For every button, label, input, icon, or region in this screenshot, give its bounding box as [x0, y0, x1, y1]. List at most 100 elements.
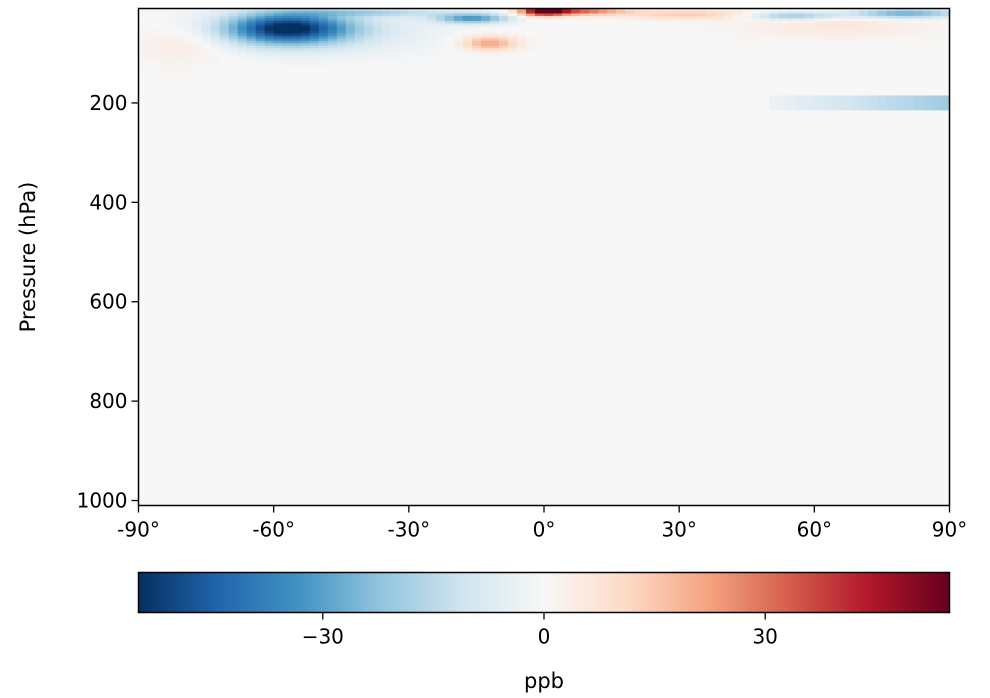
heatmap-cell — [652, 10, 662, 15]
heatmap-cell — [760, 45, 770, 49]
heatmap-cell — [489, 25, 500, 29]
heatmap-cell — [931, 120, 942, 124]
heatmap-cell — [760, 28, 770, 32]
heatmap-cell — [363, 177, 374, 191]
heatmap-cell — [553, 100, 563, 104]
heatmap-cell — [589, 127, 599, 141]
heatmap-cell — [931, 88, 942, 92]
heatmap-cell — [480, 120, 491, 124]
heatmap-cell — [841, 63, 851, 67]
heatmap-cell — [760, 97, 770, 102]
heatmap-cell — [895, 60, 906, 64]
heatmap-cell — [354, 50, 365, 54]
heatmap-cell — [453, 43, 464, 47]
heatmap-cell — [363, 65, 374, 69]
heatmap-cell — [940, 100, 951, 104]
heatmap-cell — [354, 13, 365, 17]
heatmap-cell — [661, 177, 671, 191]
heatmap-cell — [345, 73, 356, 77]
heatmap-cell — [318, 40, 329, 44]
heatmap-cell — [553, 140, 563, 154]
heatmap-cell — [147, 50, 158, 54]
heatmap-cell — [138, 38, 149, 42]
heatmap-cell — [751, 100, 761, 104]
heatmap-cell — [426, 120, 437, 124]
heatmap-cell — [796, 8, 806, 12]
heatmap-cell — [183, 112, 194, 116]
heatmap-cell — [183, 30, 194, 34]
heatmap-cell — [778, 35, 788, 39]
heatmap-cell — [652, 85, 662, 89]
heatmap-cell — [372, 140, 383, 154]
heatmap-cell — [228, 90, 239, 94]
heatmap-cell — [255, 80, 266, 84]
heatmap-cell — [354, 102, 365, 107]
heatmap-cell — [363, 165, 374, 179]
heatmap-cell — [363, 127, 374, 141]
heatmap-cell — [363, 68, 374, 72]
heatmap-cell — [264, 202, 275, 216]
heatmap-cell — [868, 88, 879, 92]
heatmap-cell — [345, 65, 356, 69]
heatmap-cell — [534, 45, 545, 49]
heatmap-cell — [462, 30, 473, 34]
heatmap-cell — [408, 78, 419, 82]
heatmap-cell — [823, 202, 833, 216]
heatmap-cell — [859, 115, 869, 119]
heatmap-cell — [228, 83, 239, 87]
heatmap-cell — [174, 35, 185, 39]
heatmap-cell — [571, 112, 581, 116]
heatmap-cell — [886, 110, 897, 114]
heatmap-cell — [165, 73, 176, 77]
heatmap-cell — [138, 40, 149, 44]
heatmap-cell — [408, 110, 419, 114]
heatmap-cell — [805, 88, 815, 92]
heatmap-cell — [679, 23, 689, 27]
heatmap-cell — [345, 58, 356, 62]
heatmap-cell — [886, 177, 897, 191]
heatmap-cell — [940, 202, 951, 216]
heatmap-cell — [417, 122, 428, 126]
heatmap-cell — [354, 80, 365, 84]
heatmap-cell — [219, 214, 230, 228]
heatmap-cell — [733, 33, 743, 37]
heatmap-cell — [426, 63, 437, 67]
heatmap-cell — [877, 65, 888, 69]
heatmap-cell — [814, 25, 824, 29]
heatmap-cell — [571, 48, 581, 52]
heatmap-cell — [255, 13, 266, 17]
heatmap-cell — [814, 28, 824, 32]
heatmap-cell — [895, 90, 906, 94]
heatmap-cell — [751, 60, 761, 64]
heatmap-cell — [309, 70, 320, 74]
heatmap-cell — [390, 122, 401, 126]
heatmap-cell — [688, 100, 698, 104]
heatmap-cell — [895, 78, 906, 82]
heatmap-cell — [724, 165, 734, 179]
heatmap-cell — [679, 25, 689, 29]
heatmap-cell — [174, 38, 185, 42]
heatmap-cell — [183, 115, 194, 119]
heatmap-cell — [300, 112, 311, 116]
heatmap-cell — [318, 38, 329, 42]
heatmap-cell — [796, 90, 806, 94]
heatmap-cell — [534, 58, 545, 62]
heatmap-cell — [886, 10, 897, 15]
heatmap-cell — [598, 140, 608, 154]
heatmap-cell — [796, 75, 806, 79]
heatmap-cell — [652, 80, 662, 84]
heatmap-cell — [940, 110, 951, 114]
heatmap-cell — [507, 10, 518, 15]
heatmap-cell — [832, 58, 842, 62]
heatmap-cell — [940, 112, 951, 116]
heatmap-cell — [516, 58, 527, 62]
heatmap-cell — [634, 115, 644, 119]
heatmap-cell — [931, 20, 942, 25]
heatmap-cell — [318, 70, 329, 74]
heatmap-cell — [345, 18, 356, 22]
heatmap-cell — [273, 122, 284, 126]
heatmap-cell — [435, 80, 446, 84]
heatmap-cell — [841, 97, 851, 102]
heatmap-cell — [327, 80, 338, 84]
heatmap-cell — [814, 73, 824, 77]
